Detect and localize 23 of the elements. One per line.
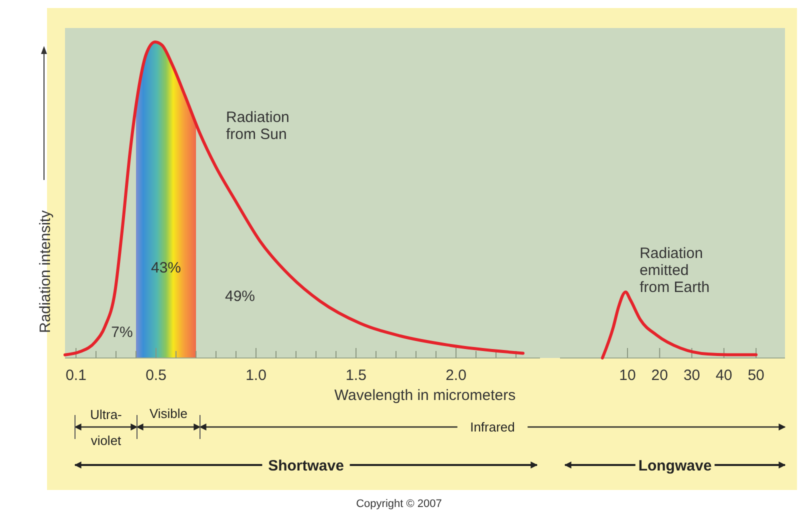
text: Ultra-violet [90,407,122,448]
x-tick-label: 1.0 [246,367,266,384]
text: Shortwave [268,457,344,474]
x-tick-label: 1.5 [346,367,366,384]
annotation: 49% [224,288,256,305]
x-axis-title: Wavelength in micrometers [334,387,516,404]
text: Infrared [470,420,515,435]
x-tick-label: 0.5 [146,367,166,384]
text: Longwave [638,457,712,474]
x-tick-label: 40 [716,367,732,384]
x-tick-label: 20 [651,367,668,384]
annotation: Radiation from Sun [226,108,290,143]
text: Copyright © 2007 [356,498,442,510]
x-tick-label: 2.0 [446,367,466,384]
annotation: Radiation emitted from Earth [640,245,710,296]
x-tick-label: 30 [683,367,700,384]
band-label: 43% [150,260,182,277]
text: Visible [149,406,188,421]
x-tick-label: 0.1 [66,367,86,384]
annotation: 7% [111,324,133,341]
y-axis-title: Radiation intensity [37,210,54,333]
x-tick-label: 10 [619,367,636,384]
x-tick-label: 50 [748,367,764,384]
